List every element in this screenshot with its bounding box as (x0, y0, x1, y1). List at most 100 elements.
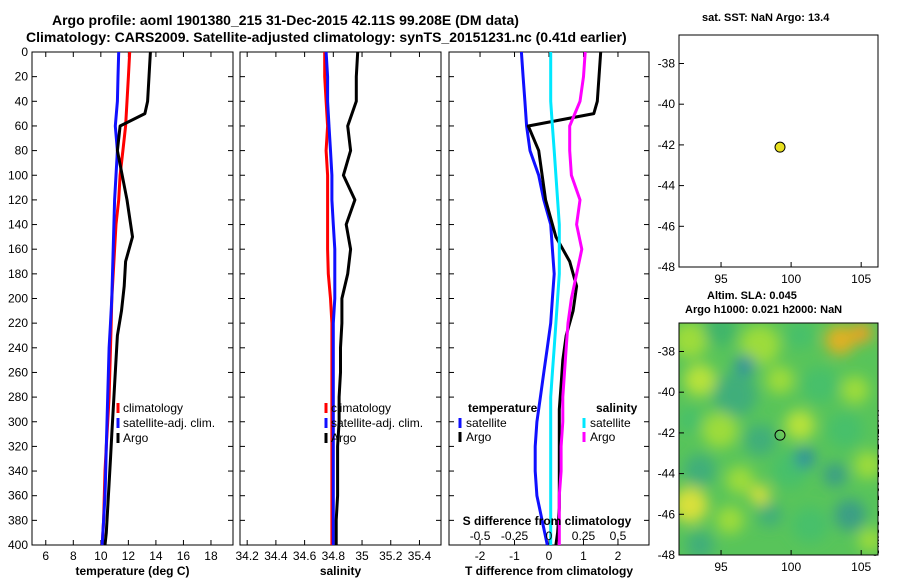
heatmap-blob (679, 323, 708, 358)
x-tick-label: 0 (546, 549, 553, 563)
profile-panel-3: -2 -1 0 1 2T difference from climatology S di… (448, 51, 650, 578)
depth-tick-label: 300 (8, 415, 28, 429)
heatmap-blob (802, 367, 838, 403)
legend-label: Argo (466, 430, 492, 444)
legend-title-temperature: temperature (468, 401, 538, 415)
heatmap-blob (858, 528, 878, 552)
x-tick-label: 34.6 (293, 549, 317, 563)
depth-tick-label: 0 (21, 45, 28, 59)
top-x-tick-label: -0.5 (470, 529, 491, 543)
legend-label: satellite-adj. clim. (331, 416, 423, 430)
map-lat-label: -46 (658, 219, 676, 233)
map-lat-label: -40 (658, 97, 676, 111)
x-axis-label: salinity (320, 564, 362, 578)
heatmap-blob (716, 506, 744, 534)
legend-label: climatology (123, 401, 183, 415)
legend-label: Argo (123, 431, 149, 445)
map-lat-label: -44 (658, 467, 676, 481)
map-lat-label: -44 (658, 179, 676, 193)
depth-tick-label: 160 (8, 242, 28, 256)
legend-label: Argo (590, 430, 616, 444)
heatmap-blob (825, 325, 855, 355)
depth-tick-label: 180 (8, 267, 28, 281)
map-lon-label: 95 (714, 560, 728, 574)
legend-label: Argo (331, 431, 357, 445)
map-lat-label: -40 (658, 385, 676, 399)
depth-tick-label: 400 (8, 538, 28, 552)
legend-label: climatology (331, 401, 391, 415)
map-lat-label: -48 (658, 548, 676, 562)
depth-tick-label: 260 (8, 365, 28, 379)
x-tick-label: 35.4 (408, 549, 432, 563)
heatmap-blob (735, 355, 755, 375)
map-lat-label: -38 (658, 344, 676, 358)
plot-frame (31, 51, 234, 546)
heatmap-blob (744, 424, 776, 456)
x-tick-label: 18 (204, 549, 218, 563)
series-line-argo (334, 51, 360, 545)
depth-tick-label: 20 (15, 70, 29, 84)
depth-tick-label: 120 (8, 193, 28, 207)
series-line-satellite (519, 51, 556, 546)
depth-tick-label: 200 (8, 292, 28, 306)
height-label: Argo h1000: 0.021 h2000: NaN (685, 304, 843, 316)
x-tick-label: 34.4 (264, 549, 288, 563)
profile-panel-2: 34.2 34.4 34.6 34.8 35 35.2 35.4 salinity climat… (235, 51, 442, 578)
x-tick-label: 34.8 (322, 549, 346, 563)
x-tick-label: 6 (42, 549, 49, 563)
x-tick-label: 35 (355, 549, 369, 563)
legend-label: satellite (466, 416, 507, 430)
map-frame (678, 322, 879, 556)
depth-tick-label: 40 (15, 94, 29, 108)
map-frame (678, 34, 879, 268)
top-x-axis-label: S difference from climatology (463, 514, 632, 528)
heatmap-blob (823, 463, 847, 487)
legend-title-salinity: salinity (596, 401, 638, 415)
heatmap-blob (834, 499, 866, 531)
heatmap-blob (785, 410, 815, 440)
depth-tick-label: 80 (15, 144, 29, 158)
heatmap-blob (679, 487, 708, 523)
heatmap-blob (726, 466, 754, 494)
map-lat-label: -46 (658, 507, 676, 521)
x-tick-label: 16 (177, 549, 191, 563)
plot-frame (448, 51, 650, 546)
heatmap-blob (686, 531, 714, 555)
heatmap-blob (702, 412, 738, 448)
top-x-tick-label: 0 (546, 529, 553, 543)
x-tick-label: 8 (70, 549, 77, 563)
heatmap-blob (740, 325, 780, 365)
sla-map-panel: -38 -40 -42 -44 -46 -48 95 100 105 (658, 322, 879, 574)
sla-label: Altim. SLA: 0.045 (707, 290, 797, 302)
x-axis-label: T difference from climatology (465, 564, 633, 578)
sla-heatmap (679, 323, 878, 555)
series-line-satellite-adj-clim- (324, 51, 337, 545)
heatmap-blob (841, 376, 869, 404)
map-lat-label: -42 (658, 426, 676, 440)
depth-tick-label: 220 (8, 316, 28, 330)
depth-tick-label: 240 (8, 341, 28, 355)
heatmap-blob (786, 323, 814, 349)
depth-tick-label: 280 (8, 390, 28, 404)
heatmap-blob (766, 366, 794, 394)
map-lon-label: 105 (851, 272, 871, 286)
series-line-argo (557, 51, 587, 545)
sst-label: sat. SST: NaN Argo: 13.4 (702, 12, 830, 24)
map-lat-label: -42 (658, 138, 676, 152)
heatmap-blobs (679, 323, 878, 555)
map-lat-label: -38 (658, 56, 676, 70)
depth-tick-label: 360 (8, 489, 28, 503)
heatmap-blob (704, 323, 736, 346)
x-tick-label: 2 (615, 549, 622, 563)
heatmap-blob (713, 373, 757, 417)
top-x-tick-label: 0.5 (610, 529, 627, 543)
map-lon-label: 105 (851, 560, 871, 574)
title-line-1: Argo profile: aoml 1901380_215 31-Dec-20… (52, 12, 519, 28)
series-line-satellite (549, 52, 561, 545)
heatmap-blob (852, 323, 872, 343)
heatmap-blob (827, 412, 863, 448)
map-lon-label: 100 (781, 560, 801, 574)
series-line-satellite-adj-clim- (100, 51, 121, 546)
argo-location-marker (774, 141, 786, 153)
